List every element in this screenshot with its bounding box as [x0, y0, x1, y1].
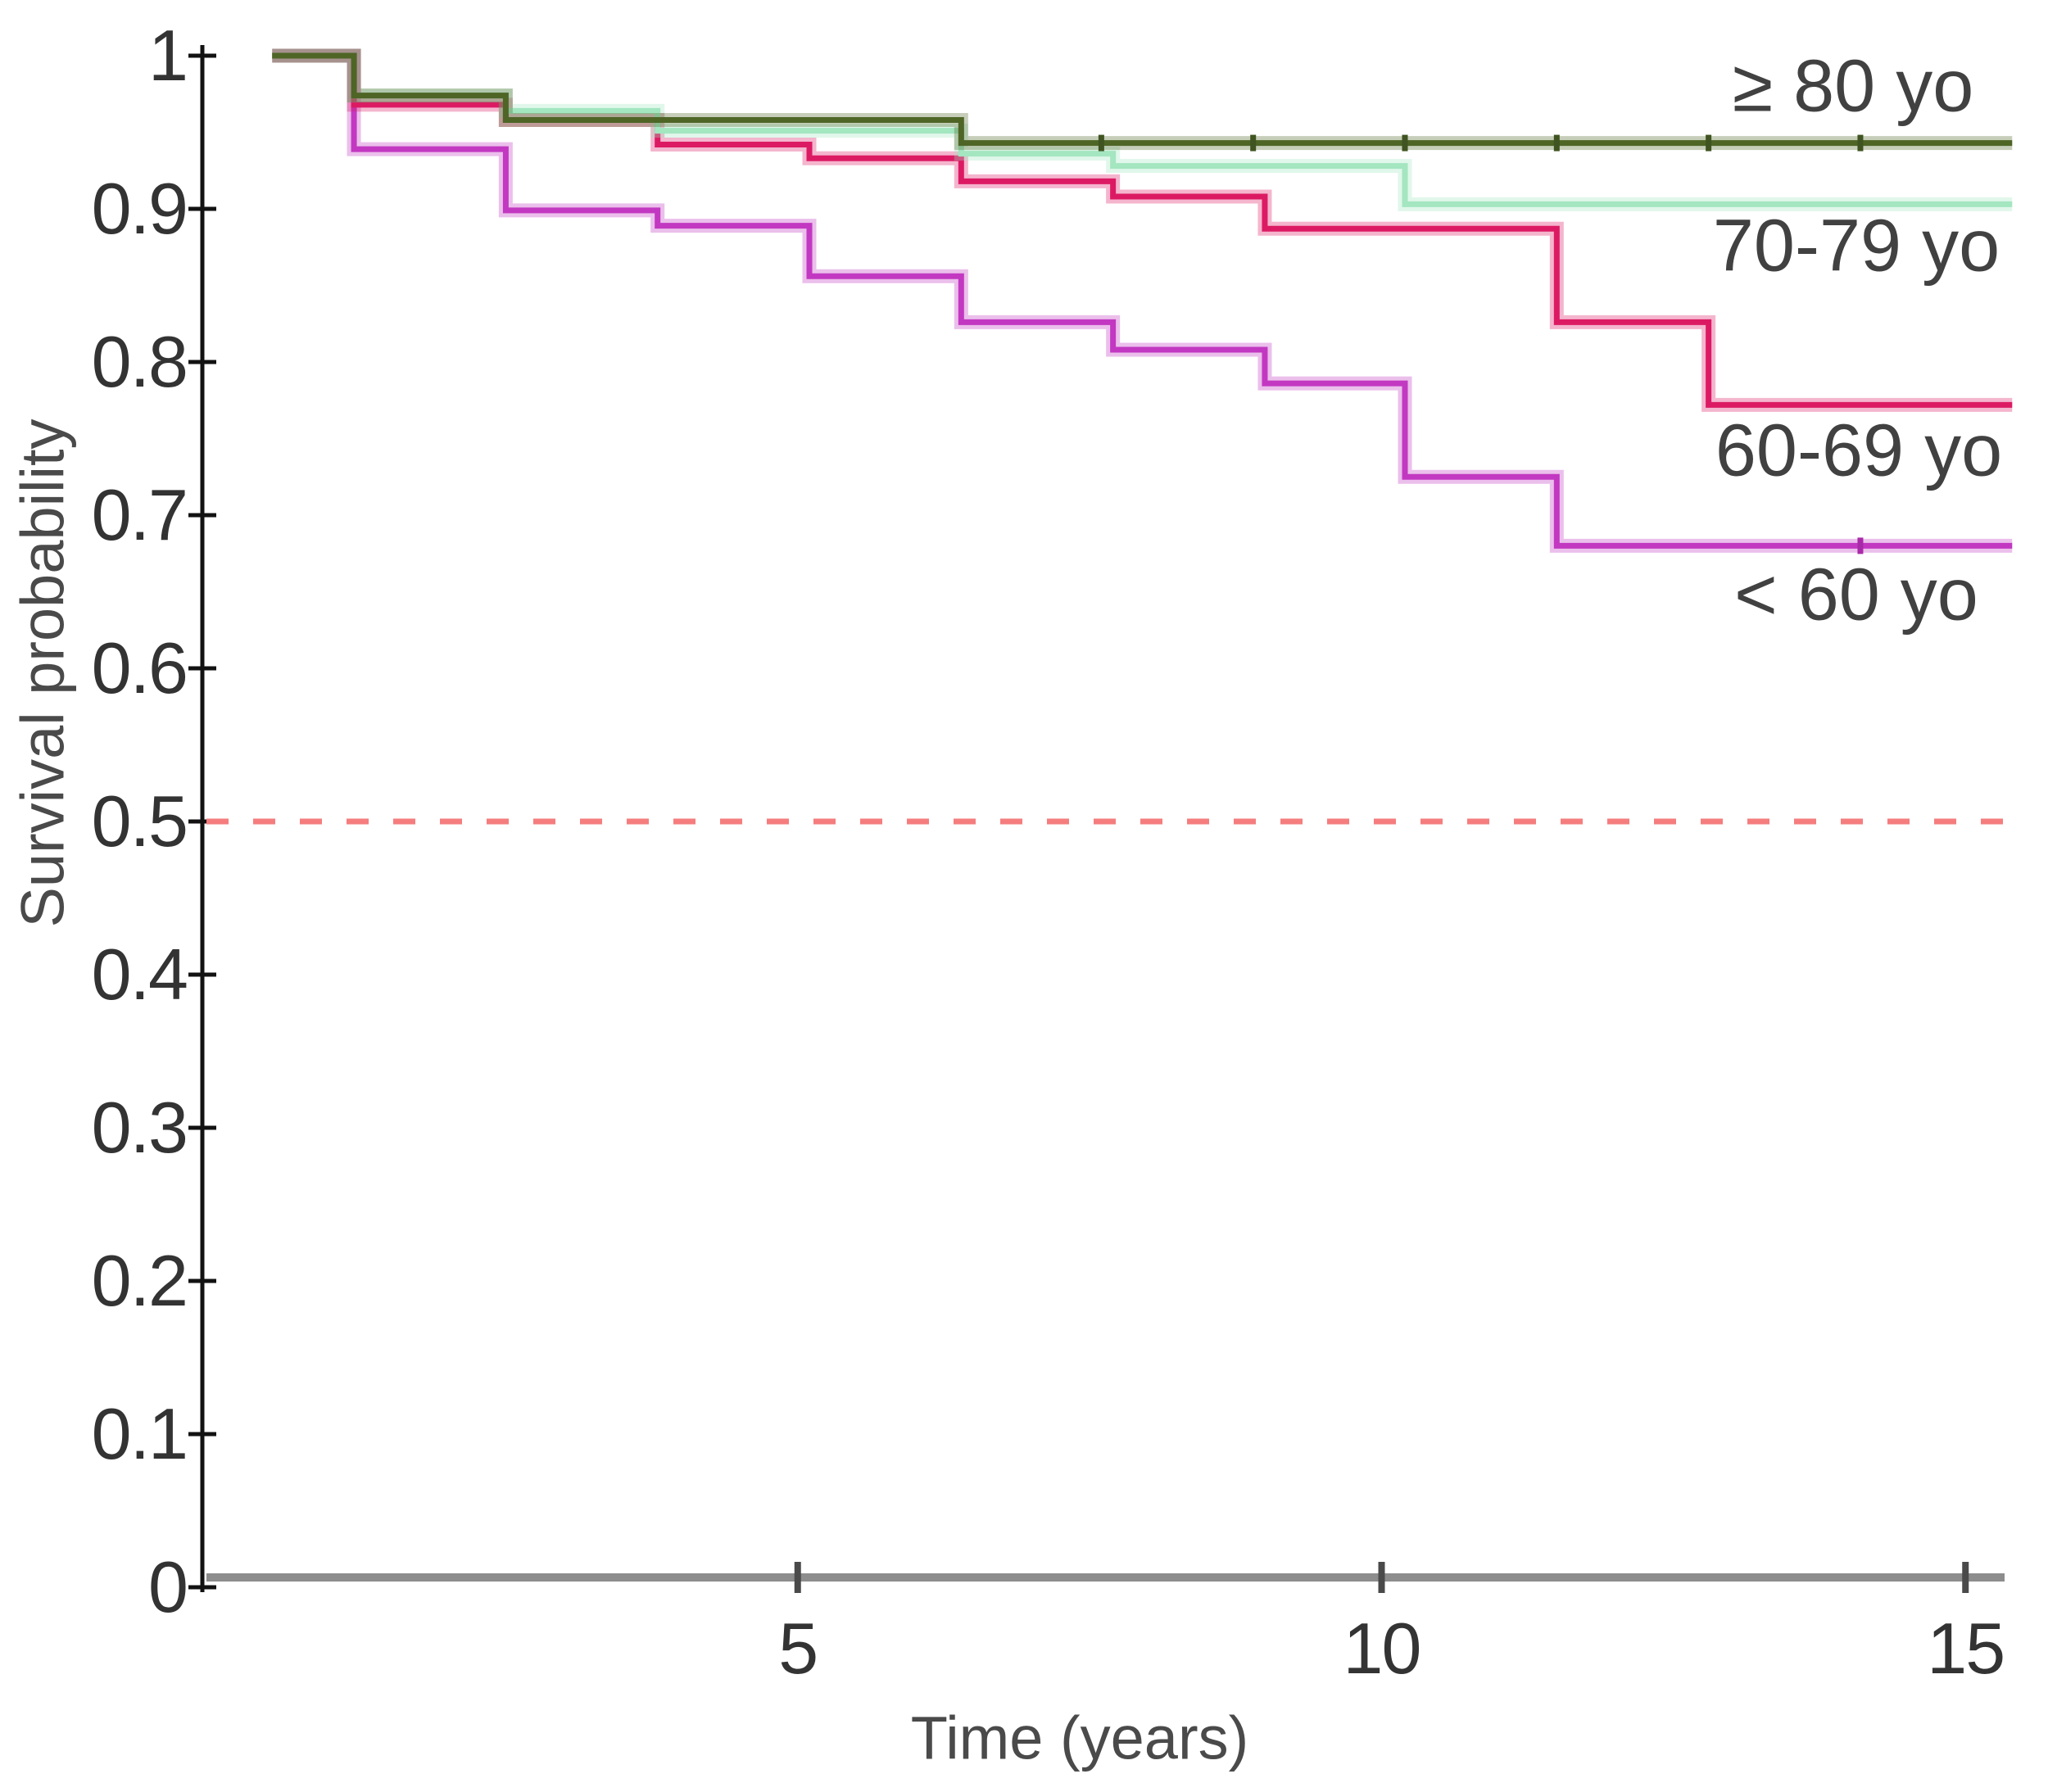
- x-axis-title: Time (years): [910, 1704, 1249, 1772]
- y-tick-label-0.3: 0.3: [91, 1087, 188, 1168]
- y-tick-label-0.6: 0.6: [91, 627, 188, 708]
- legend-label-70-79-yo: 70-79 yo: [1712, 205, 2000, 287]
- y-tick-label-0: 0: [148, 1546, 188, 1627]
- y-tick-label-0.2: 0.2: [91, 1240, 188, 1321]
- y-tick-label-0.8: 0.8: [91, 321, 188, 402]
- y-tick-label-0.5: 0.5: [91, 781, 188, 862]
- y-tick-label-0.7: 0.7: [91, 474, 188, 555]
- y-tick-label-0.9: 0.9: [91, 168, 188, 249]
- x-tick-label-5: 5: [778, 1608, 818, 1689]
- legend-label-ge-80-yo: ≥ 80 yo: [1732, 45, 1974, 128]
- x-tick-label-10: 10: [1343, 1608, 1422, 1689]
- series-line-0: [272, 52, 2013, 147]
- x-tick-label-15: 15: [1927, 1608, 2005, 1689]
- y-tick-label-1: 1: [148, 15, 188, 96]
- y-axis-title: Survival probability: [8, 419, 77, 928]
- series-line-3: [272, 52, 2013, 549]
- legend-label-lt-60-yo: < 60 yo: [1734, 554, 1978, 636]
- y-tick-label-0.4: 0.4: [91, 934, 188, 1015]
- legend-label-60-69-yo: 60-69 yo: [1715, 410, 2003, 492]
- y-tick-label-0.1: 0.1: [91, 1393, 188, 1474]
